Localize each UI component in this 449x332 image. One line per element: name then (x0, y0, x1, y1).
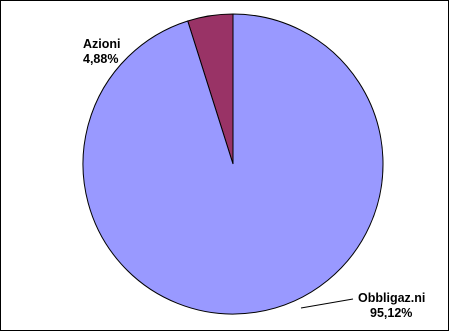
slice-value-label-obbligaz-ni: 95,12% (370, 306, 412, 320)
slice-value-label-azioni: 4,88% (83, 52, 118, 66)
slice-label-azioni: Azioni (83, 37, 121, 51)
slice-label-obbligaz-ni: Obbligaz.ni (358, 291, 425, 305)
leader-line-obbligaz-ni (301, 299, 353, 308)
pie-slice-obbligaz-ni (83, 14, 383, 314)
